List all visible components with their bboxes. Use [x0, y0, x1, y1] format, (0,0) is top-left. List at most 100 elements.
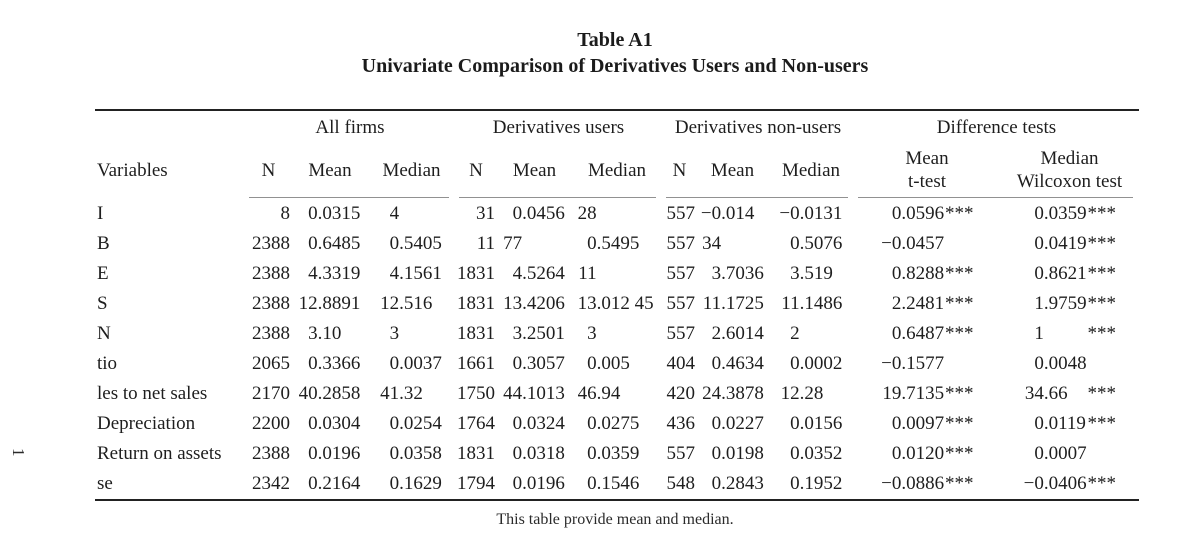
- table-title: Table A1 Univariate Comparison of Deriva…: [95, 27, 1135, 79]
- col-header-n: N: [261, 159, 276, 181]
- table-cell: 0.0359: [587, 443, 640, 464]
- group-header-row: All firms Derivatives users Derivatives …: [95, 111, 1139, 145]
- table-row: Return on assets 2388 0.0196 0.0358 1831 0.03…: [95, 439, 1139, 469]
- table-cell: 0.0315: [308, 203, 361, 224]
- table-cell: −0.0131: [779, 203, 843, 224]
- table-cell: 11.1725: [702, 293, 764, 314]
- table-cell: −0.0886***: [881, 473, 974, 494]
- table-cell: 11.1486: [781, 293, 843, 314]
- table-cell: 3: [587, 323, 597, 344]
- row-label: I: [97, 203, 104, 224]
- table-cell: 0.0419***: [1034, 233, 1117, 254]
- table-cell: 4: [389, 203, 400, 224]
- col-header-mean: Mean: [512, 159, 557, 181]
- table-cell: 13.012 45: [577, 293, 654, 314]
- table-cell: 4.3319: [308, 263, 361, 284]
- table-cell: 0.4634: [711, 353, 764, 374]
- table-cell: 436: [666, 413, 696, 434]
- midrule-all-firms: [249, 196, 449, 198]
- row-label: Depreciation: [97, 413, 196, 434]
- table-cell: 0.0456: [512, 203, 565, 224]
- table-cell: 28: [577, 203, 597, 224]
- col-header-median-wilcoxon-test: Median Wilcoxon test: [1016, 148, 1123, 192]
- table-cell: 2170: [252, 383, 290, 404]
- table-cell: 0.5076: [790, 233, 843, 254]
- table-cell: 2388: [252, 293, 290, 314]
- col-header-median: Median: [382, 159, 441, 181]
- table-cell: 0.0358: [389, 443, 442, 464]
- table-cell: 2342: [252, 473, 290, 494]
- table-cell: 0.005: [587, 353, 630, 374]
- table-cell: 0.6485: [308, 233, 361, 254]
- table-cell: 0.8621***: [1034, 263, 1117, 284]
- table-cell: 12.8891: [298, 293, 361, 314]
- table-cell: 31: [476, 203, 495, 224]
- table-cell: 0.0196: [308, 443, 361, 464]
- table-cell: 12.28: [780, 383, 824, 404]
- table-row: tio 2065 0.3366 0.0037 1661 0.3057 0.005 404 0.4…: [95, 349, 1139, 379]
- table-cell: 0.0359***: [1034, 203, 1117, 224]
- table-cell: 0.0596***: [891, 203, 974, 224]
- table-cell: 3.7036: [711, 263, 764, 284]
- table-cell: 0.0120***: [891, 443, 974, 464]
- table-cell: 2: [790, 323, 800, 344]
- row-label: Return on assets: [97, 443, 222, 464]
- table-cell: 0.1546: [587, 473, 640, 494]
- table-cell: 0.0048: [1034, 353, 1087, 374]
- table-cell: 557: [666, 323, 696, 344]
- column-header-row: Variables N Mean Median N Mean Median N …: [95, 145, 1139, 195]
- table-row: B 2388 0.6485 0.5405 11 77 0.5495 557 34 0.5076 −0…: [95, 229, 1139, 259]
- table-cell: 0.0198: [711, 443, 764, 464]
- table-cell: 0.0227: [711, 413, 764, 434]
- table-cell: 0.0119***: [1034, 413, 1117, 434]
- col-header-mean: Mean: [308, 159, 352, 181]
- table-cell: 77: [503, 233, 523, 254]
- table-cell: 3.10: [308, 323, 342, 344]
- table-cell: 8: [280, 203, 291, 224]
- table-cell: 1831: [457, 263, 495, 284]
- table-cell: 557: [666, 293, 696, 314]
- table-cell: 0.0097***: [891, 413, 974, 434]
- table-cell: 3: [389, 323, 400, 344]
- table-cell: 420: [666, 383, 696, 404]
- table-cell: 0.2164: [308, 473, 361, 494]
- table-cell: 1831: [457, 323, 495, 344]
- table-cell: 2.2481***: [891, 293, 974, 314]
- table-cell: 404: [666, 353, 696, 374]
- table-cell: 557: [666, 233, 696, 254]
- table-footnote: This table provide mean and median.: [496, 511, 734, 528]
- row-label: les to net sales: [97, 383, 208, 404]
- table-cell: 0.0037: [389, 353, 442, 374]
- table-cell: 0.1952: [790, 473, 843, 494]
- col-header-n: N: [469, 159, 483, 181]
- table-cell: 2388: [252, 233, 290, 254]
- table-row: E 2388 4.3319 4.1561 1831 4.5264 11 557 3.7036 3.…: [95, 259, 1139, 289]
- table-cell: 2065: [252, 353, 290, 374]
- row-label: S: [97, 293, 108, 314]
- table-cell: 0.0304: [308, 413, 361, 434]
- table-cell: 0.0156: [790, 413, 843, 434]
- comparison-table: All firms Derivatives users Derivatives …: [95, 109, 1139, 501]
- table-cell: 13.4206: [503, 293, 565, 314]
- group-header-difference-tests: Difference tests: [936, 117, 1057, 138]
- table-row: I 8 0.0315 4 31 0.0456 28 557 −0.014 −0.0131 0.059…: [95, 199, 1139, 229]
- table-cell: 2388: [252, 443, 290, 464]
- table-row: les to net sales 2170 40.2858 41.32 1750 44.1…: [95, 379, 1139, 409]
- table-cell: 0.0275: [587, 413, 640, 434]
- table-cell: 0.0324: [512, 413, 565, 434]
- table-row: N 2388 3.10 3 1831 3.2501 3 557 2.6014 2 0.6487***…: [95, 319, 1139, 349]
- table-cell: 2.6014: [711, 323, 764, 344]
- table-cell: 44.1013: [503, 383, 565, 404]
- table-cell: 0.0318: [512, 443, 565, 464]
- table-cell: 0.5495: [587, 233, 640, 254]
- table-cell: 2388: [252, 263, 290, 284]
- group-header-all-firms: All firms: [315, 117, 385, 138]
- col-header-n: N: [672, 159, 687, 181]
- table-cell: −0.0406***: [1023, 473, 1117, 494]
- table-cell: 1764: [457, 413, 495, 434]
- table-cell: 12.516: [380, 293, 433, 314]
- table-number: Table A1: [577, 29, 653, 51]
- group-header-derivatives-users: Derivatives users: [492, 117, 625, 138]
- table-cell: 1.9759***: [1034, 293, 1117, 314]
- table-cell: 24.3878: [702, 383, 764, 404]
